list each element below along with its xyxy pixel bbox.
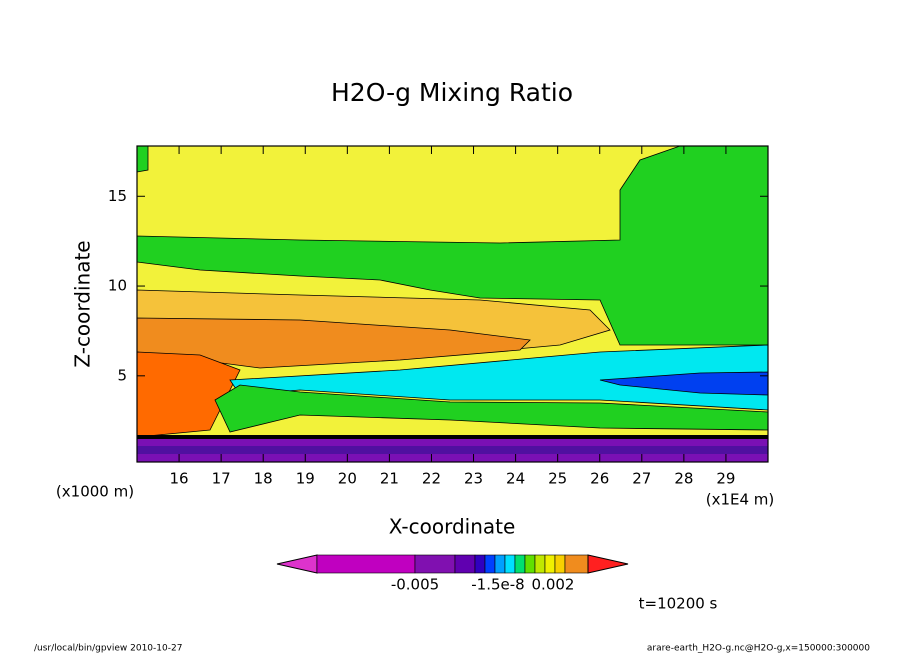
colorbar-swatch [414, 554, 456, 574]
contour-fill [599, 371, 768, 396]
colorbar-tick-label: -0.005 [391, 576, 439, 594]
colorbar-swatch [504, 554, 516, 574]
x-tick-label: 23 [464, 470, 483, 488]
colorbar-swatch [544, 554, 556, 574]
colorbar-swatch [514, 554, 526, 574]
colorbar-arrow [276, 554, 318, 574]
x-tick-label: 25 [548, 470, 567, 488]
colorbar-swatch [454, 554, 476, 574]
x-tick-label: 27 [632, 470, 651, 488]
contour-fill [214, 384, 768, 433]
time-label: t=10200 s [639, 595, 718, 613]
y-tick-label: 5 [117, 366, 127, 384]
footer-left: /usr/local/bin/gpview 2010-10-27 [34, 644, 182, 654]
colorbar-swatch [484, 554, 496, 574]
colorbar-swatch [554, 554, 566, 574]
x-tick-label: 20 [338, 470, 357, 488]
x-tick-label: 17 [212, 470, 231, 488]
colorbar-swatch [524, 554, 536, 574]
colorbar-tick-label: 0.002 [532, 576, 575, 594]
plot-frame [136, 145, 769, 463]
colorbar-arrow [587, 554, 629, 574]
colorbar-swatch [316, 554, 416, 574]
x-tick-label: 22 [422, 470, 441, 488]
x-axis-label: X-coordinate [389, 515, 516, 539]
x-tick-label: 16 [170, 470, 189, 488]
contour-fill [137, 146, 149, 173]
y-unit: (x1000 m) [56, 483, 134, 501]
colorbar-swatch [564, 554, 589, 574]
chart-title: H2O-g Mixing Ratio [331, 78, 573, 107]
colorbar-tick-label: -1.5e-8 [471, 576, 524, 594]
x-tick-label: 28 [674, 470, 693, 488]
colorbar-swatch [474, 554, 486, 574]
footer-right: arare-earth_H2O-g.nc@H2O-g,x=150000:3000… [647, 644, 870, 654]
contour-field [137, 146, 768, 462]
y-tick-label: 15 [108, 187, 127, 205]
contour-fill [137, 446, 768, 454]
y-axis-label: Z-coordinate [71, 240, 95, 367]
x-tick-label: 18 [254, 470, 273, 488]
colorbar-swatch [494, 554, 506, 574]
x-tick-label: 29 [716, 470, 735, 488]
x-tick-label: 26 [590, 470, 609, 488]
contour-fill [137, 146, 768, 346]
y-tick-label: 10 [108, 277, 127, 295]
colorbar-swatch [534, 554, 546, 574]
contour-fill [137, 351, 241, 438]
x-tick-label: 21 [380, 470, 399, 488]
x-tick-label: 24 [506, 470, 525, 488]
x-tick-label: 19 [296, 470, 315, 488]
x-unit: (x1E4 m) [706, 491, 775, 509]
